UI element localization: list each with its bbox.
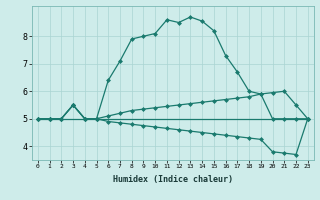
X-axis label: Humidex (Indice chaleur): Humidex (Indice chaleur) [113,175,233,184]
